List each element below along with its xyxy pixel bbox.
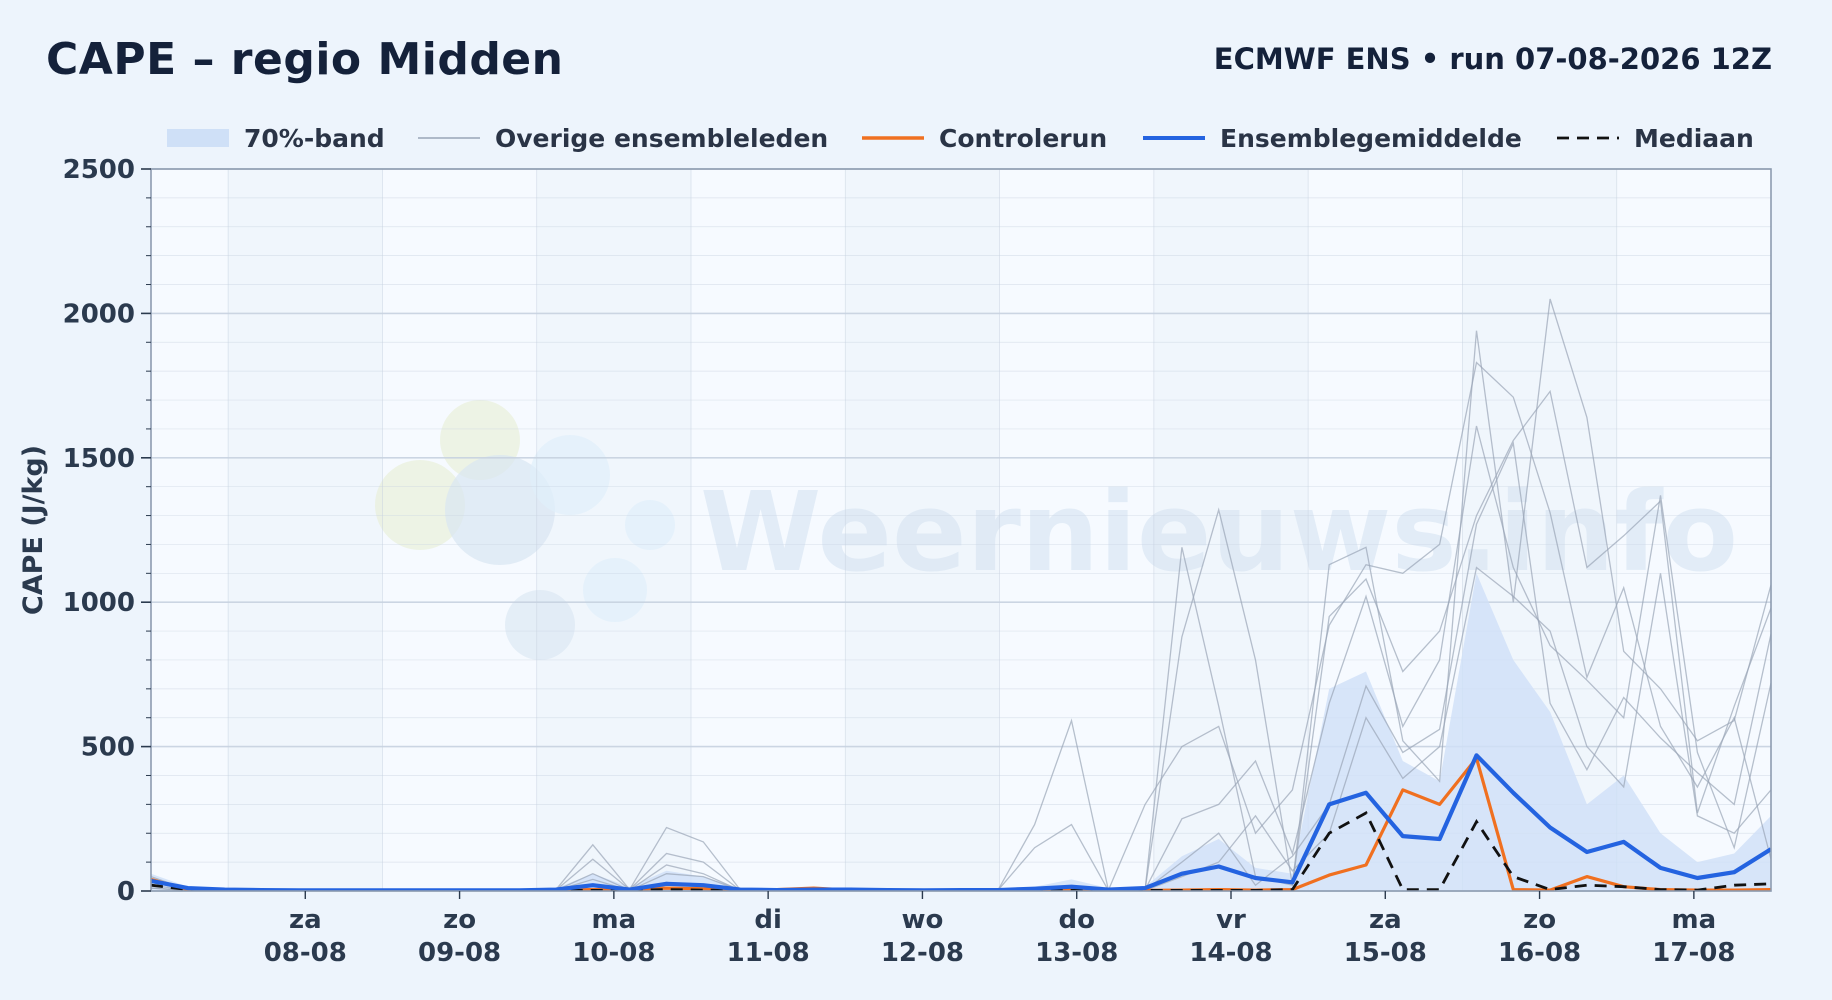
x-tick-day: zo xyxy=(1523,905,1556,935)
legend-item-band: 70%-band xyxy=(167,124,385,153)
x-tick-date: 13-08 xyxy=(1035,938,1118,968)
plot-frame xyxy=(150,168,1772,892)
x-tick-day: ma xyxy=(592,905,637,935)
x-tick-date: 10-08 xyxy=(572,938,655,968)
x-tick-day: ma xyxy=(1672,905,1717,935)
x-tick-day: zo xyxy=(443,905,476,935)
x-tick-date: 11-08 xyxy=(727,938,810,968)
y-tick-label: 1000 xyxy=(63,588,135,618)
y-tick-label: 0 xyxy=(117,877,135,907)
legend-swatch-band xyxy=(167,129,229,147)
y-tick-label: 2500 xyxy=(63,155,135,185)
x-tick-day: do xyxy=(1058,905,1094,935)
legend-label-members: Overige ensembleleden xyxy=(495,124,828,153)
legend-item-control: Controlerun xyxy=(862,124,1107,153)
x-tick-date: 15-08 xyxy=(1344,938,1427,968)
x-tick-date: 16-08 xyxy=(1498,938,1581,968)
day-shade xyxy=(845,169,1000,891)
x-tick-date: 09-08 xyxy=(418,938,501,968)
x-tick-date: 14-08 xyxy=(1189,938,1272,968)
watermark: Weernieuws.info xyxy=(375,400,1738,660)
y-tick-label: 2000 xyxy=(63,299,135,329)
x-tick-day: za xyxy=(1369,905,1402,935)
legend-label-control: Controlerun xyxy=(939,124,1107,153)
x-tick-date: 17-08 xyxy=(1652,938,1735,968)
y-axis-label: CAPE (J/kg) xyxy=(18,445,49,615)
y-tick-label: 1500 xyxy=(63,444,135,474)
legend-label-band: 70%-band xyxy=(244,124,385,153)
legend: 70%-band Overige ensembleleden Controlerun… xyxy=(167,124,1754,153)
day-shade xyxy=(1153,169,1309,891)
x-tick-day: vr xyxy=(1216,905,1246,935)
legend-item-median: Mediaan xyxy=(1557,124,1754,153)
day-shade xyxy=(228,169,383,891)
x-tick-day: wo xyxy=(901,905,943,935)
x-tick-date: 12-08 xyxy=(881,938,964,968)
legend-item-members: Overige ensembleleden xyxy=(418,124,828,153)
legend-item-mean: Ensemblegemiddelde xyxy=(1143,124,1522,153)
watermark-text: Weernieuws.info xyxy=(700,468,1738,596)
legend-label-mean: Ensemblegemiddelde xyxy=(1220,124,1522,153)
chart-title: CAPE – regio Midden xyxy=(46,34,564,85)
x-tick-date: 08-08 xyxy=(264,938,347,968)
chart-subtitle: ECMWF ENS • run 07-08-2026 12Z xyxy=(1213,42,1772,76)
x-tick-day: di xyxy=(754,905,782,935)
legend-label-median: Mediaan xyxy=(1634,124,1754,153)
x-tick-day: za xyxy=(289,905,322,935)
y-tick-label: 500 xyxy=(81,733,135,763)
